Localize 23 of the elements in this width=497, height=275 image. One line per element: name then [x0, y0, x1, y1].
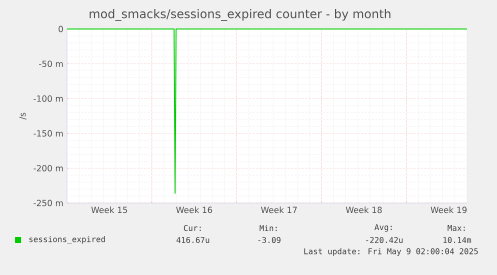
text: Max: — [448, 225, 465, 231]
y-tick-label: -50 m — [39, 60, 63, 68]
text: Cur: — [184, 224, 201, 232]
x-tick-label: Week 17 — [261, 206, 297, 214]
text: 416.67u — [176, 236, 210, 244]
x-tick-label: Week 19 — [430, 206, 467, 214]
y-tick-label: -250 m — [34, 200, 63, 206]
x-tick-label: Week 18 — [346, 206, 382, 214]
text: -220.42u — [366, 236, 403, 244]
y-tick-label: 0 — [58, 26, 63, 32]
y-tick-label: -150 m — [34, 130, 63, 137]
text: 10.14m — [444, 236, 472, 244]
y-axis-title: /s — [19, 112, 26, 120]
y-tick-label: -200 m — [34, 164, 63, 172]
text: Last update: Fri May 9 02:00:04 2025 — [304, 248, 478, 256]
text: -3.09 — [258, 236, 280, 244]
chart-title: mod_smacks/sessions_expired counter - by month — [90, 9, 390, 21]
y-tick-label: -100 m — [34, 95, 63, 102]
text: Avg: — [374, 224, 392, 232]
legend-label: sessions_expired — [29, 236, 105, 244]
text: Min: — [260, 224, 277, 232]
x-tick-label: Week 15 — [91, 206, 128, 214]
x-tick-label: Week 16 — [176, 206, 212, 214]
